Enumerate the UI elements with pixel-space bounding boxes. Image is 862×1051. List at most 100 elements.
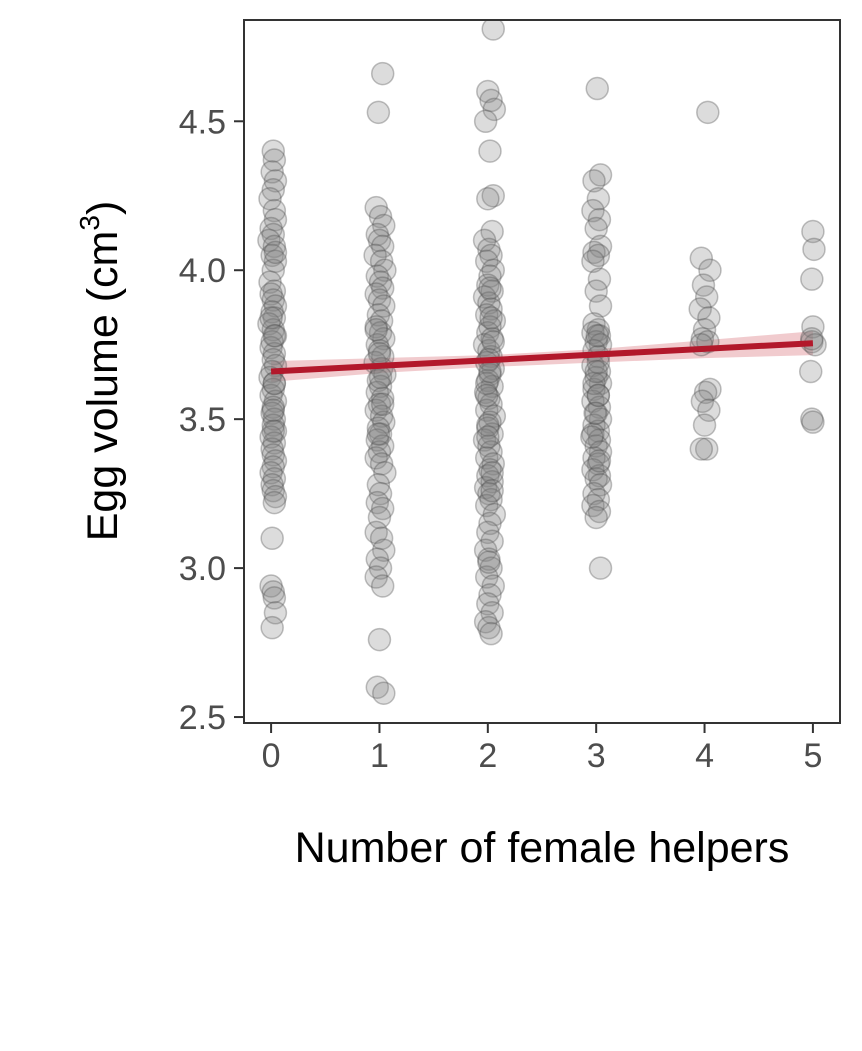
data-point [581,458,605,482]
y-tick-label: 4.5 [179,103,226,141]
data-point [582,377,606,402]
data-point [474,398,499,422]
data-point [259,425,283,449]
data-point [259,282,283,306]
data-point [585,76,610,101]
data-point [258,270,282,294]
data-point [584,279,608,303]
data-point [480,469,504,494]
data-point [698,258,722,282]
data-point [472,428,497,452]
data-point [474,303,499,327]
data-point [373,258,397,282]
data-point [802,237,826,262]
data-point [479,88,503,113]
data-point [472,228,497,253]
data-point [586,487,611,512]
data-point [260,160,284,184]
x-tick-label: 5 [803,737,822,775]
data-point [697,306,721,330]
data-point [583,401,607,425]
data-point [478,315,502,339]
y-axis: 2.5 3.0 3.5 4.0 4.5 [179,103,244,737]
data-point [586,243,611,268]
data-point [365,490,390,515]
data-point [581,389,605,414]
data-point [587,207,612,232]
plot-panel-border [243,19,841,724]
data-point [474,565,499,589]
data-point [477,615,501,640]
data-point [474,371,499,396]
data-point [479,306,503,330]
data-point [692,413,717,437]
data-point [800,267,824,291]
data-point [364,398,388,422]
data-point [365,222,390,247]
data-point [697,398,721,422]
data-point [480,279,504,303]
data-point [478,583,502,607]
data-point [262,279,287,303]
y-tick-label: 3.5 [179,401,226,439]
data-point [368,556,393,580]
data-point [261,288,286,312]
data-point [479,621,503,646]
data-point [369,452,394,476]
data-point [692,318,717,342]
data-point [261,478,286,503]
x-tick-label: 2 [478,737,497,775]
data-point [480,219,504,244]
data-point [262,324,287,348]
data-point [473,380,498,405]
data-point [479,487,503,512]
data-point [689,437,714,461]
data-point [588,294,613,318]
data-point [478,458,502,482]
data-point [481,184,505,208]
data-point [258,186,282,211]
x-tick-label: 0 [262,737,281,775]
data-point [263,249,288,274]
data-point [259,574,283,598]
data-point [477,434,501,458]
data-point [474,446,499,470]
data-point [365,428,390,452]
data-point [366,368,391,393]
data-point [261,413,286,437]
data-point [367,341,392,366]
data-point [261,419,286,443]
x-tick-label: 4 [695,737,714,775]
data-point [584,466,608,491]
data-point [480,529,504,554]
data-point [588,407,613,431]
data-point [261,443,286,467]
data-point [365,264,390,288]
data-point [476,464,500,488]
data-point [584,401,608,425]
data-point [369,249,394,274]
data-point [263,240,288,265]
data-point [261,178,286,202]
data-point [587,449,612,473]
data-point [478,359,502,384]
data-point [368,481,393,506]
data-point [366,416,391,440]
data-point [262,234,287,259]
data-point [366,303,391,327]
data-point [801,219,825,244]
x-tick-label: 1 [370,737,389,775]
data-point [479,440,503,464]
data-point [476,79,500,104]
data-point [263,484,288,509]
data-point [586,318,611,342]
data-point [367,338,392,363]
data-point [260,401,284,425]
data-point [691,273,716,297]
data-point [364,282,388,306]
data-point [481,20,505,41]
data-point [370,234,395,259]
data-point [479,297,503,321]
data-point [587,464,612,488]
data-point [370,434,395,458]
